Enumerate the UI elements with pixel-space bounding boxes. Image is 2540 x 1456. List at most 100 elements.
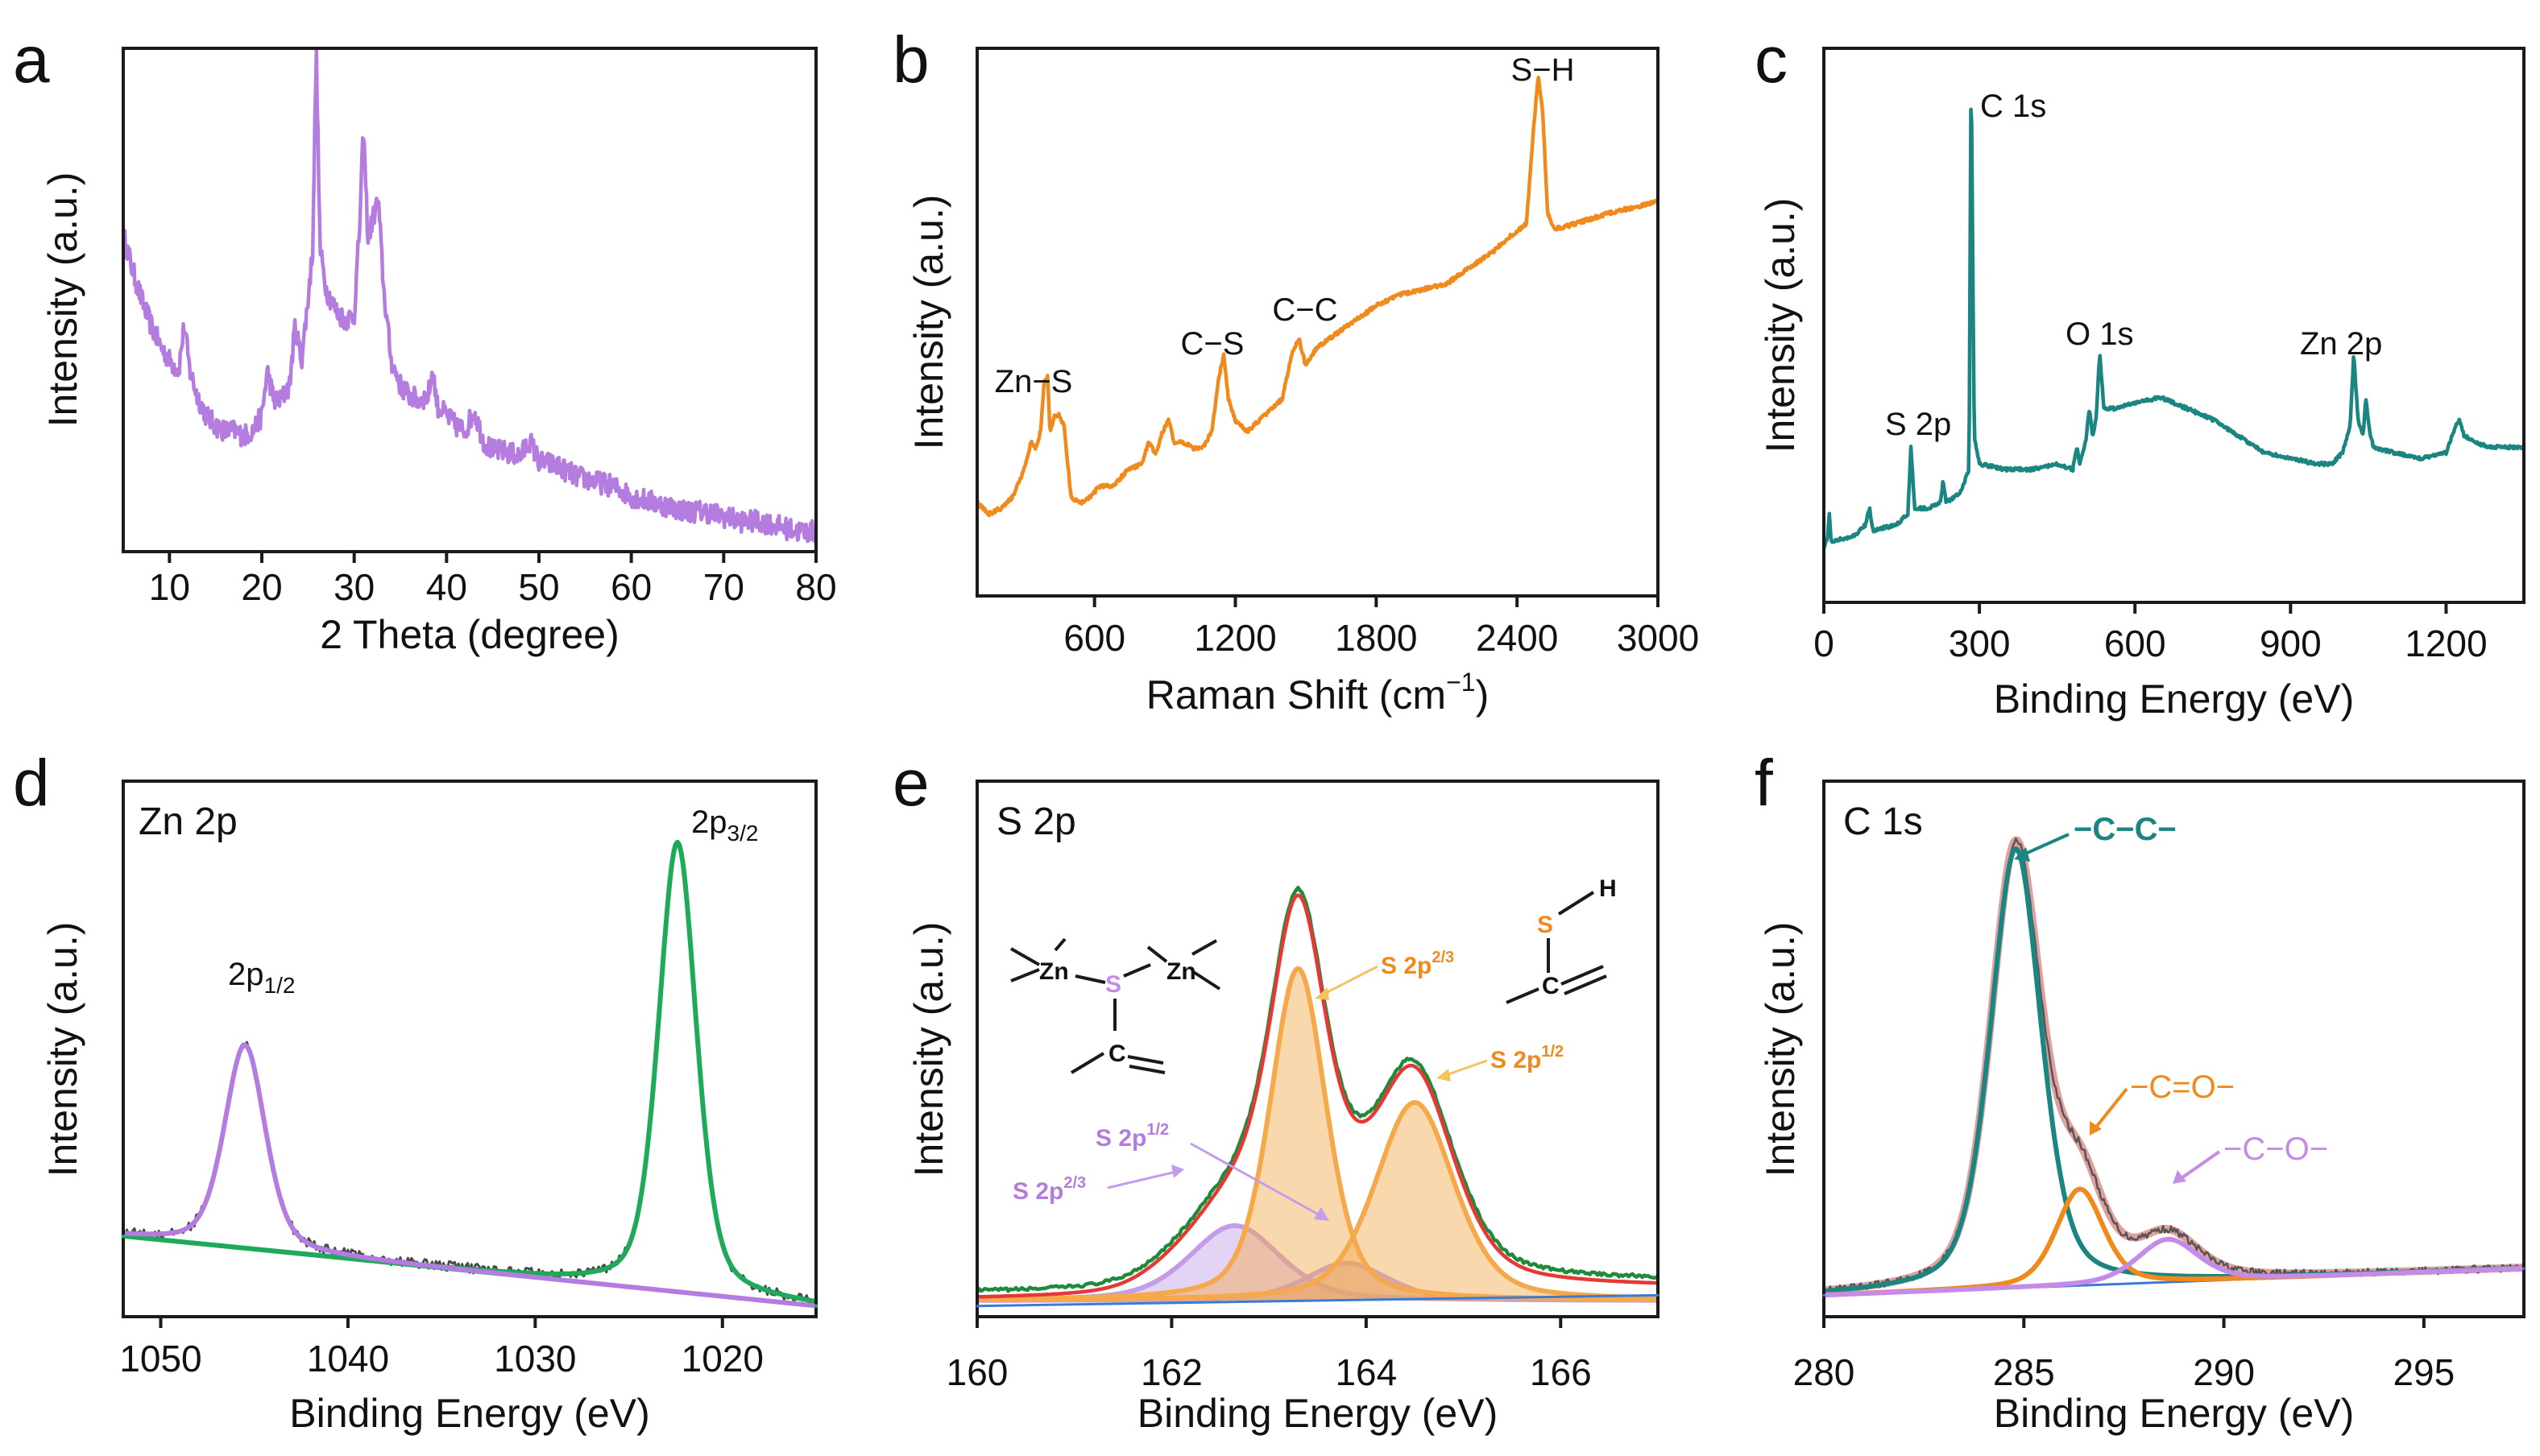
plot-frame: [976, 47, 1659, 598]
x-tick-label: 290: [2193, 1351, 2255, 1393]
x-tick-label: 10: [149, 566, 190, 608]
s2p-envelope-line: [979, 893, 1656, 1299]
panel-a-xrd: 10 20 30 40 50 60 70 80 2 Theta (degree) Intensit…: [40, 47, 837, 657]
x-tick-label: 600: [1063, 617, 1125, 659]
panel-e-s2p: 160 162 164 166 Binding Energy (eV) Intensity…: [906, 780, 1659, 1436]
c1s-arrowhead-co-double: [2090, 1121, 2102, 1135]
x-axis-label: Binding Energy (eV): [1994, 676, 2354, 722]
atom-h: H: [1599, 875, 1617, 902]
s2p-component-line: [979, 1100, 1656, 1302]
s2p-arrowhead-purple-23: [1171, 1164, 1184, 1178]
x-tick-label: 0: [1813, 623, 1834, 664]
xps-survey-line: [1825, 107, 2522, 549]
panel-letter-c: c: [1755, 23, 1788, 97]
c1s-label-cc: −C−C−: [2074, 812, 2177, 847]
c1s-arrow-cc: [2021, 833, 2070, 857]
x-axis-label: Binding Energy (eV): [289, 1391, 649, 1436]
survey-label-o1s: O 1s: [2066, 316, 2133, 352]
panel-letter-d: d: [13, 747, 50, 820]
bond: [1146, 945, 1168, 963]
zn2p-fit-3-2: [125, 839, 814, 1304]
y-axis-label: Intensity (a.u.): [40, 922, 85, 1177]
x-axis-label: Raman Shift (cm−1): [1146, 668, 1489, 718]
s2p-label-orange-12: S 2p1/2: [1490, 1043, 1564, 1073]
x-tick-label: 1040: [307, 1338, 389, 1379]
x-tick-label: 60: [611, 566, 652, 608]
x-tick-label: 80: [795, 566, 836, 608]
x-tick-label: 1200: [2405, 623, 2487, 664]
bond: [1564, 974, 1607, 995]
s2p-label-purple-23: S 2p2/3: [1013, 1174, 1086, 1205]
bond: [1127, 1055, 1164, 1065]
survey-label-zn2p: Zn 2p: [2300, 326, 2382, 362]
panel-letter-a: a: [13, 23, 50, 97]
c1s-arrow-co: [2177, 1150, 2221, 1181]
raman-peak-label-c-s: C−S: [1181, 326, 1245, 362]
bond: [1560, 965, 1604, 986]
x-tick-label: 1800: [1335, 617, 1417, 659]
x-tick-label: 164: [1335, 1351, 1397, 1393]
s2p-title: S 2p: [997, 800, 1076, 843]
structure-zn-s-zn: Zn S Zn C: [1010, 937, 1221, 1074]
s2p-component-fill: [979, 968, 1656, 1301]
zn2p-fit-1-2: [125, 1042, 814, 1309]
x-tick-label: 280: [1793, 1351, 1855, 1393]
s2p-arrow-purple-23: [1107, 1170, 1177, 1189]
s2p-arrows: [1107, 965, 1488, 1221]
xrd-line: [125, 50, 814, 544]
s2p-arrow-orange-12: [1443, 1059, 1488, 1078]
plot-frame: [122, 780, 818, 1318]
x-tick-label: 30: [334, 566, 375, 608]
panel-c-xps-survey: 0 300 600 900 1200 Binding Energy (eV) Intensi…: [1758, 47, 2525, 722]
c1s-arrows: [2014, 833, 2221, 1184]
s2p-label-purple-12: S 2p1/2: [1096, 1121, 1169, 1152]
y-axis-label: Intensity (a.u.): [40, 172, 85, 428]
s2p-arrow-orange-23: [1320, 965, 1378, 997]
x-tick-label: 1030: [494, 1338, 576, 1379]
raman-peak-label-s-h: S−H: [1511, 52, 1575, 88]
atom-s-center: S: [1105, 971, 1121, 998]
bond: [1123, 963, 1151, 978]
zn2p-title: Zn 2p: [139, 800, 238, 843]
atom-c-thiol: C: [1542, 973, 1560, 999]
panel-letter-f: f: [1755, 747, 1773, 820]
plot-frame: [1822, 780, 2525, 1318]
x-tick-label: 600: [2104, 623, 2166, 664]
c1s-arrowhead-cc: [2014, 847, 2030, 862]
y-axis-label: Intensity (a.u.): [906, 195, 951, 450]
c1s-component-line: [1825, 1236, 2522, 1298]
panel-f-c1s: 280 285 290 295 Binding Energy (eV) Intensity…: [1758, 780, 2525, 1436]
plot-frame: [122, 47, 818, 553]
structure-c-s-h: S H C: [1506, 875, 1617, 1004]
s2p-arrowhead-orange-12: [1436, 1069, 1451, 1082]
x-axis-label: Binding Energy (eV): [1994, 1391, 2354, 1436]
x-tick-label: 1050: [119, 1338, 201, 1379]
x-tick-label: 1020: [682, 1338, 764, 1379]
bond: [1070, 1052, 1105, 1074]
s2p-baseline: [976, 1293, 1659, 1308]
x-tick-label: 1200: [1194, 617, 1276, 659]
raman-line: [979, 75, 1656, 518]
c1s-arrowhead-co: [2173, 1170, 2186, 1184]
panel-d-zn2p: 1050 1040 1030 1020 Binding Energy (eV) Inten…: [40, 780, 818, 1436]
panel-b-raman: 600 1200 1800 2400 3000 Raman Shift (cm−1) Int…: [906, 47, 1699, 718]
x-tick-label: 295: [2393, 1351, 2455, 1393]
atom-zn-left: Zn: [1039, 958, 1069, 985]
plot-frame: [1822, 47, 2525, 604]
bond: [1054, 937, 1067, 952]
survey-label-s2p: S 2p: [1885, 407, 1951, 442]
x-tick-label: 40: [426, 566, 467, 608]
raman-peak-label-zn-s: Zn−S: [995, 364, 1073, 399]
c1s-label-co: −C−O−: [2223, 1131, 2328, 1167]
x-axis-label: 2 Theta (degree): [320, 612, 619, 657]
bond: [1191, 939, 1217, 956]
x-tick-label: 285: [1993, 1351, 2055, 1393]
x-tick-label: 2400: [1476, 617, 1558, 659]
bond: [1010, 968, 1040, 982]
s2p-arrow-purple-12: [1190, 1142, 1322, 1218]
y-axis-label: Intensity (a.u.): [906, 922, 951, 1177]
bond: [1010, 947, 1040, 966]
x-tick-label: 300: [1949, 623, 2011, 664]
atom-s-thiol: S: [1537, 912, 1553, 938]
